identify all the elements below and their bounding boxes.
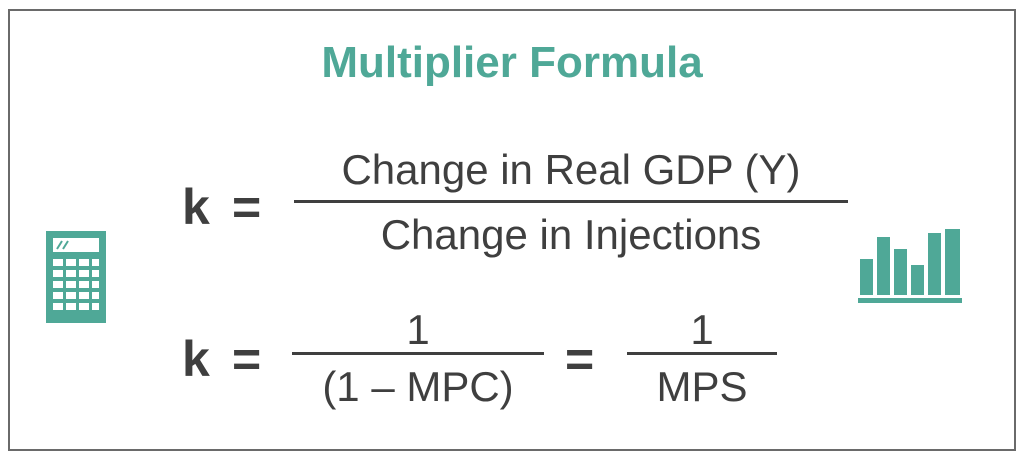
formula1-lhs: k [182, 179, 210, 235]
formula2-lhs: k [182, 331, 210, 387]
bar-chart-icon [858, 229, 962, 303]
formula2-fraction-bar1 [292, 352, 544, 355]
formula2-fraction-bar2 [627, 352, 777, 355]
formula1-denominator: Change in Injections [380, 211, 762, 258]
formula-card: Multiplier Formula k = Change in Real GD… [8, 9, 1016, 451]
formula1-numerator: Change in Real GDP (Y) [341, 146, 801, 193]
formula2-numerator2: 1 [690, 306, 714, 353]
page-title: Multiplier Formula [321, 38, 703, 87]
formula2-equals2: = [565, 331, 595, 387]
calculator-icon [46, 231, 106, 323]
formula2-numerator1: 1 [406, 306, 430, 353]
formula1-fraction-bar [294, 200, 848, 203]
formula2-denominator1: (1 – MPC) [322, 363, 514, 410]
formula2-denominator2: MPS [656, 363, 748, 410]
formula2-equals: = [232, 331, 262, 387]
formula1-equals: = [232, 179, 262, 235]
